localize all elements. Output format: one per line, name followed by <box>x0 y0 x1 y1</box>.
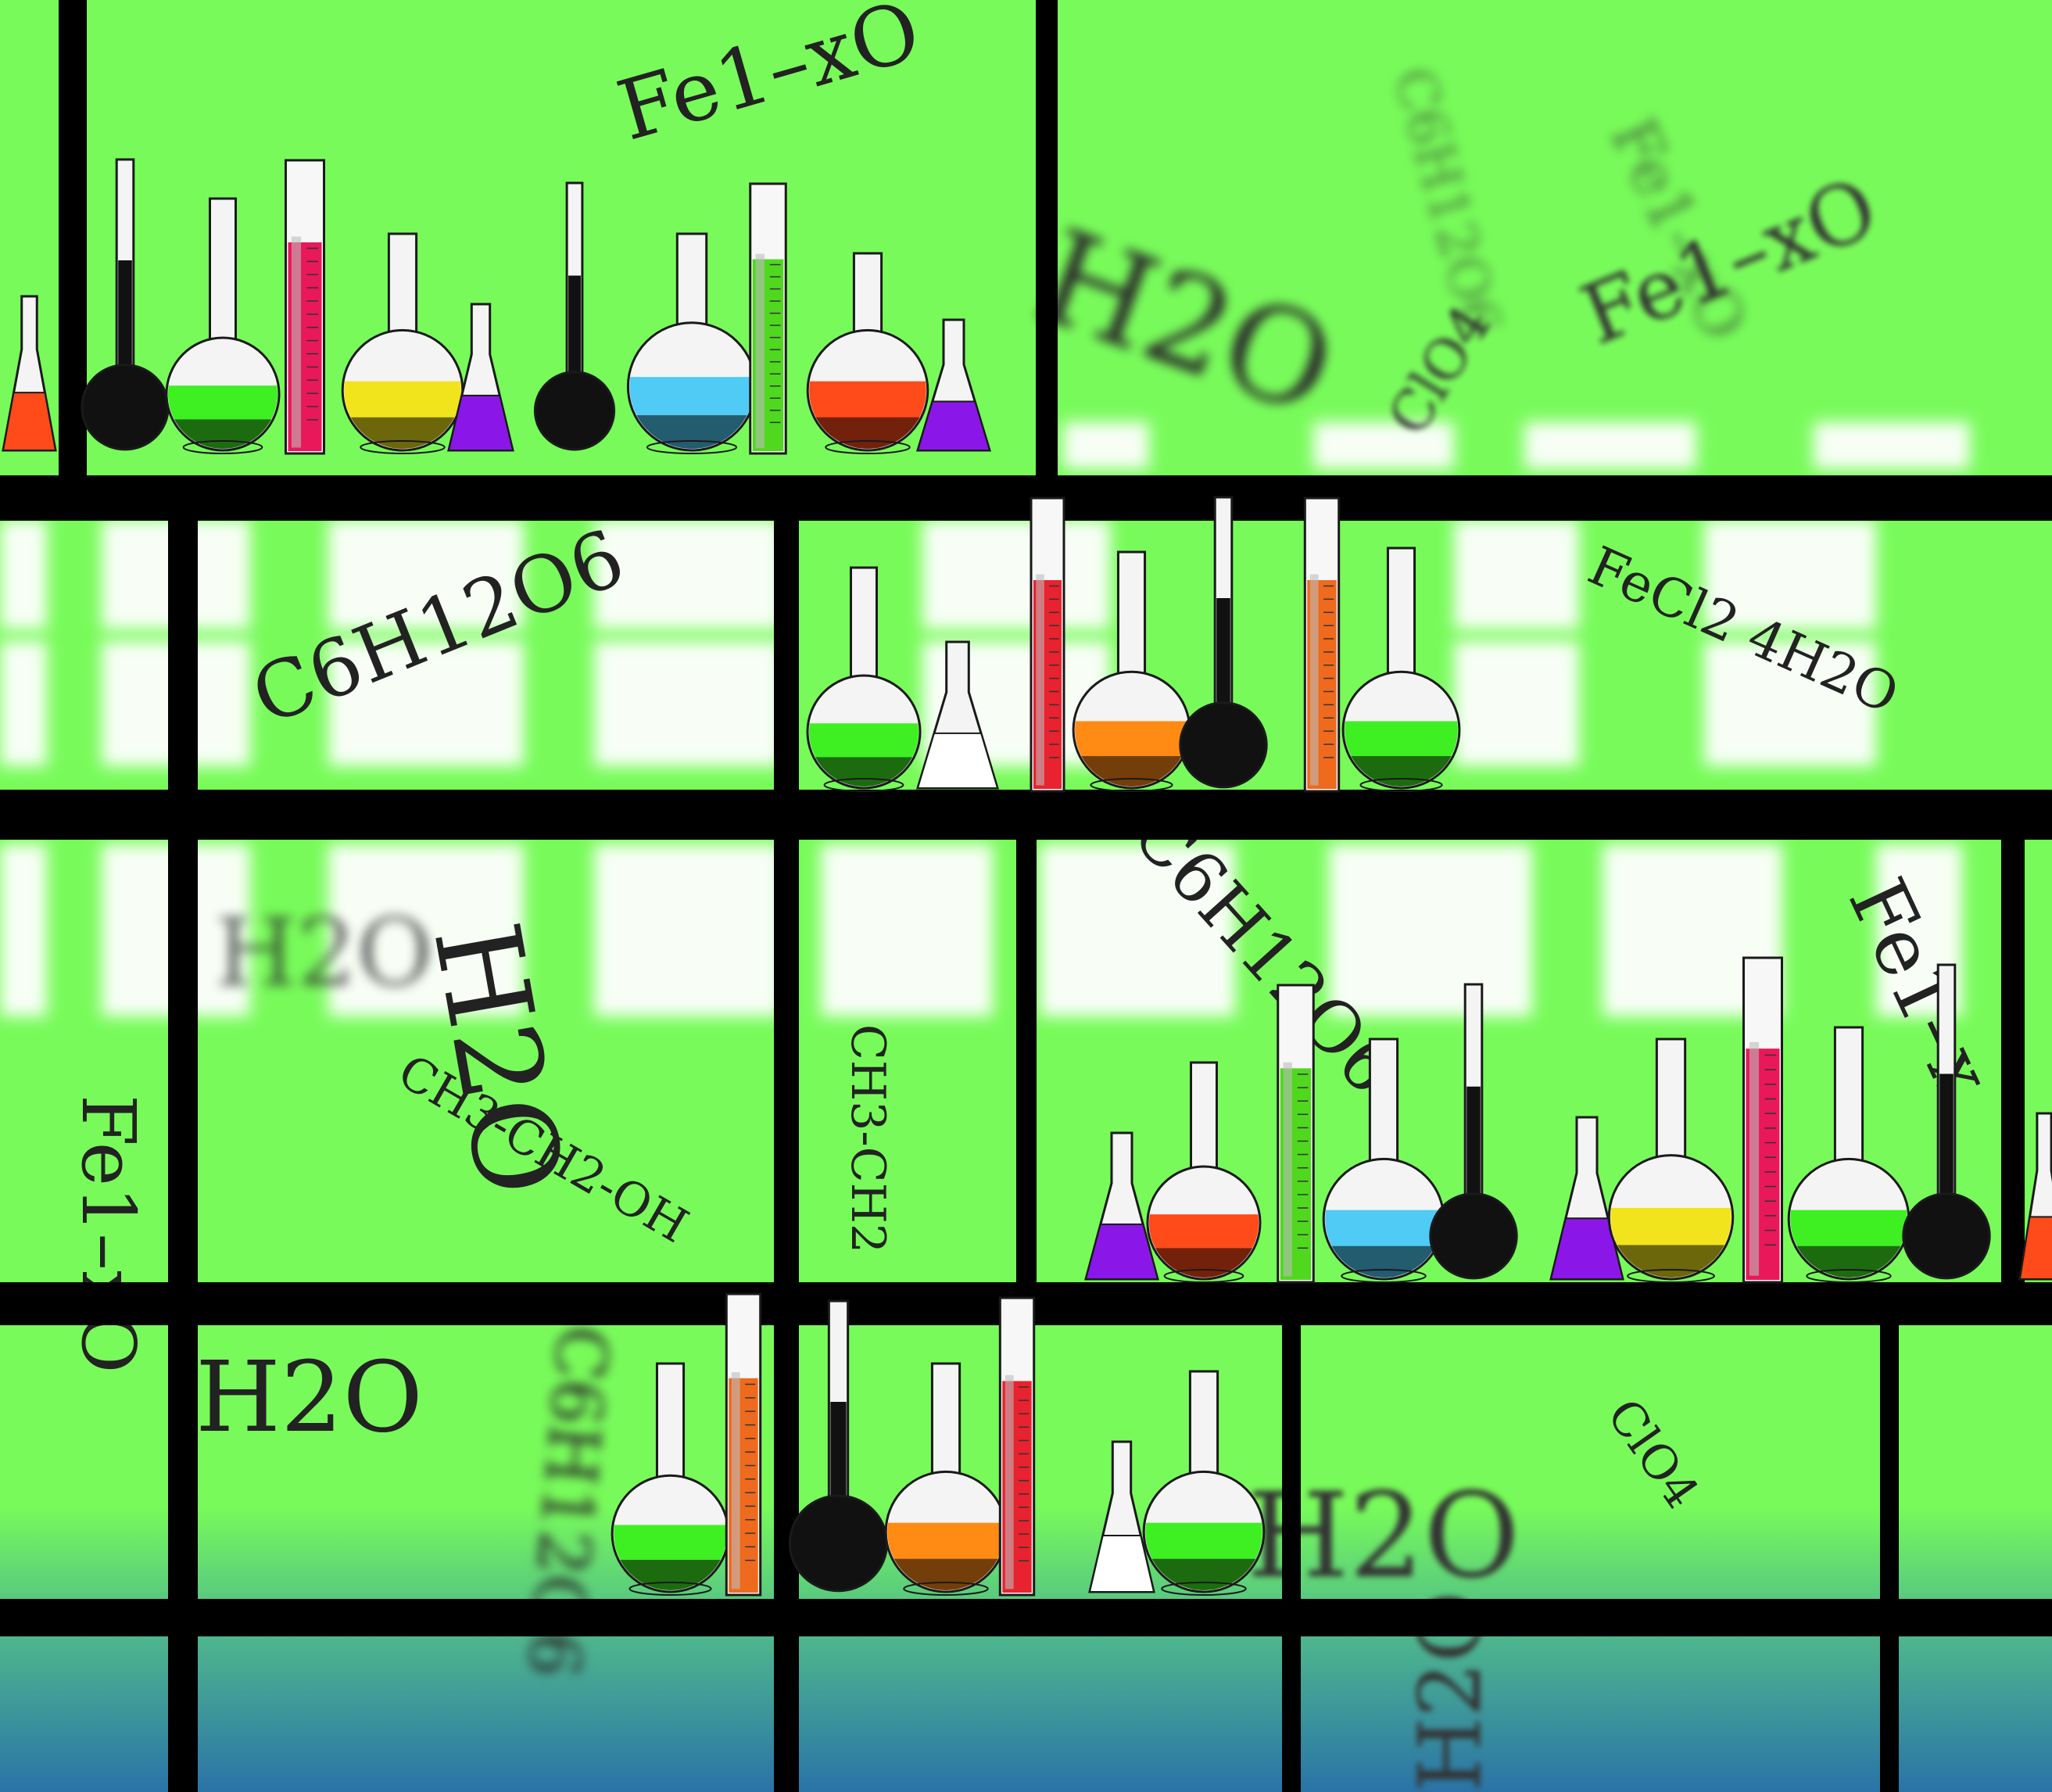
shelf1-volumetric-dark <box>81 158 170 451</box>
shelf1-erlen-purple <box>447 303 514 452</box>
shelf1-round-green <box>165 197 281 454</box>
window-pane <box>594 844 782 1016</box>
shelf-board <box>0 475 2052 521</box>
window-pane <box>1454 641 1579 766</box>
shelf3-cylinder-pink <box>1742 956 1783 1284</box>
window-pane <box>821 844 993 1016</box>
shelf1-erlen-left <box>2 295 57 452</box>
shelf2-round-green2 <box>1341 547 1461 792</box>
window-pane <box>0 641 47 766</box>
window-pane <box>1063 422 1149 469</box>
shelf4-volumetric-red <box>788 1299 889 1593</box>
window-pane <box>328 844 524 1016</box>
shelf2-cylinder-red <box>1030 496 1065 793</box>
shelf2-erlen-empty <box>915 640 1000 790</box>
shelf1-erlen-purple2 <box>915 318 992 452</box>
window-pane <box>1454 520 1579 629</box>
window-pane <box>922 520 1110 629</box>
window-pane <box>1814 422 1970 469</box>
window-pane <box>1040 844 1235 1016</box>
formula-fe1xo-left-vert: Fe1–xO <box>65 1095 151 1374</box>
shelf2-volumetric-dark <box>1179 496 1268 789</box>
shelf1-round-blue <box>626 232 757 454</box>
shelf4-cylinder-red <box>998 1296 1036 1597</box>
shelf-post <box>1016 829 1037 1298</box>
window-pane <box>328 641 524 766</box>
shelf3-erlen-purple <box>1084 1131 1159 1281</box>
shelf3-cylinder-green <box>1277 984 1315 1284</box>
window-pane <box>594 520 782 629</box>
window-pane <box>1704 520 1876 629</box>
shelf-post <box>2001 829 2025 1298</box>
shelf-board <box>0 1599 2052 1636</box>
window-pane <box>0 520 47 629</box>
shelf1-cylinder-pink <box>285 159 325 455</box>
shelf3-round-orange <box>1146 1061 1262 1283</box>
shelf4-cylinder-orange <box>725 1292 762 1597</box>
shelf1-volumetric-olive <box>533 181 616 451</box>
shelf-post <box>1880 1321 1899 1792</box>
shelf3-erlen-orange <box>2018 1112 2052 1281</box>
shelf3-erlen-purple2 <box>1549 1116 1624 1281</box>
shelf-board <box>805 483 2052 491</box>
shelf2-round-green <box>806 566 922 792</box>
formula-h2o-mid-blur: H2O <box>215 899 434 1008</box>
shelf3-round-yellow <box>1607 1038 1735 1283</box>
formula-h2o-bottom: H2O <box>195 1341 424 1454</box>
window-pane <box>1524 422 1696 469</box>
formula-ethanol-vert: CH3-CH2 <box>840 1024 895 1254</box>
shelf3-volumetric-dark <box>1429 983 1518 1280</box>
shelf3-round-green <box>1787 1026 1911 1283</box>
shelf4-round-green2 <box>1142 1370 1266 1596</box>
shelf3-round-blue <box>1322 1038 1445 1283</box>
shelf2-cylinder-orange <box>1303 496 1341 793</box>
shelf1-round-orange <box>806 252 929 454</box>
window-pane <box>0 844 47 1016</box>
shelf1-round-yellow <box>341 232 464 454</box>
window-pane <box>1704 641 1876 766</box>
shelf4-round-green <box>611 1362 730 1596</box>
shelf4-erlen-empty <box>1088 1440 1155 1593</box>
shelf-post <box>168 516 198 1792</box>
shelf1-cylinder-green <box>749 182 787 455</box>
shelf4-round-orange <box>884 1362 1008 1596</box>
window-pane <box>1329 844 1532 1016</box>
shelf-post <box>774 516 799 1792</box>
window-pane <box>1313 422 1454 469</box>
shelf3-volumetric-dark2 <box>1902 963 1991 1280</box>
shelf-post <box>1036 0 1058 485</box>
shelf-post <box>1282 1321 1301 1792</box>
window-pane <box>594 641 782 766</box>
window-pane <box>328 520 524 629</box>
shelf2-round-orange <box>1072 550 1191 792</box>
